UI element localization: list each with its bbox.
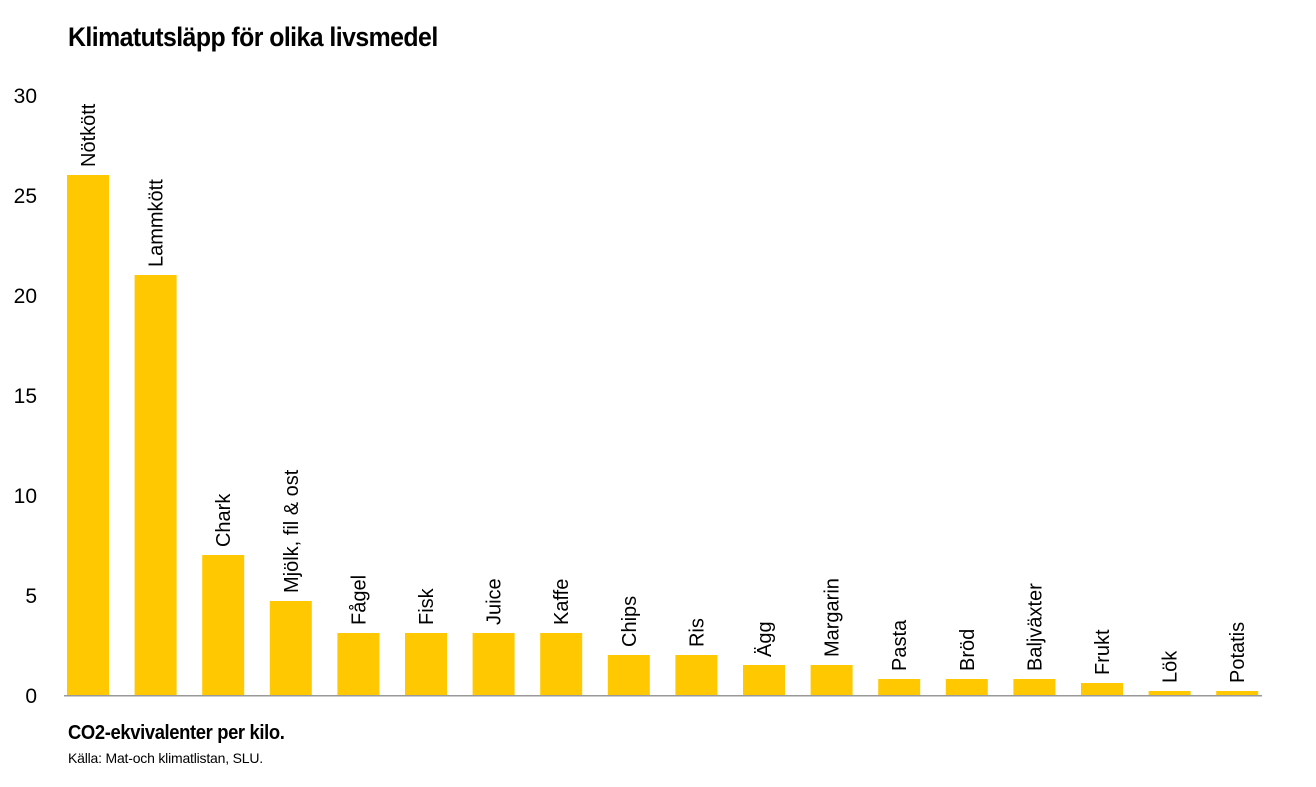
- bar: [337, 633, 380, 695]
- bar: [1013, 679, 1056, 695]
- y-tick-label: 20: [14, 285, 37, 308]
- y-tick-label: 25: [14, 185, 37, 208]
- bar: [269, 601, 312, 695]
- bar: [405, 633, 447, 695]
- bar: [1216, 691, 1259, 695]
- bar: [67, 175, 109, 695]
- category-label: Nötkött: [78, 103, 100, 167]
- chart-source: Källa: Mat-och klimatlistan, SLU.: [68, 750, 263, 766]
- bar: [540, 633, 583, 695]
- category-label: Bröd: [957, 629, 979, 671]
- bar: [202, 555, 245, 695]
- category-label: Juice: [484, 578, 506, 625]
- bar: [743, 665, 785, 695]
- category-label: Chark: [213, 493, 235, 547]
- bars: [67, 175, 1259, 695]
- bar: [810, 665, 853, 695]
- bar: [878, 679, 921, 695]
- bar: [134, 275, 177, 695]
- category-label: Ägg: [754, 621, 776, 657]
- bar: [1081, 683, 1123, 695]
- category-label: Fisk: [416, 587, 438, 625]
- bar: [1148, 691, 1191, 695]
- category-label: Pasta: [889, 619, 911, 671]
- category-label: Margarin: [822, 578, 844, 657]
- y-tick-label: 10: [14, 485, 37, 508]
- chart-title: Klimatutsläpp för olika livsmedel: [68, 22, 438, 52]
- y-tick-label: 5: [25, 585, 37, 608]
- y-tick-label: 0: [25, 685, 37, 708]
- y-tick-label: 30: [14, 85, 37, 108]
- category-label: Chips: [619, 596, 641, 647]
- category-label: Fågel: [348, 575, 370, 625]
- chart-footnote: CO2-ekvivalenter per kilo.: [68, 722, 285, 744]
- category-label: Ris: [686, 618, 708, 647]
- category-label: Mjölk, fil & ost: [281, 469, 303, 593]
- category-label: Frukt: [1092, 629, 1114, 675]
- y-tick-label: 15: [14, 385, 37, 408]
- category-label: Potatis: [1227, 622, 1249, 683]
- bar: [472, 633, 515, 695]
- category-labels: Nötkött Lammkött Chark Mjölk, fil & ost Fåge…: [78, 103, 1249, 683]
- category-label: Baljväxter: [1024, 583, 1046, 671]
- bar: [945, 679, 988, 695]
- y-axis-ticks: 0 5 10 15 20 25 30: [14, 85, 37, 708]
- bar: [675, 655, 718, 695]
- bar: [607, 655, 650, 695]
- category-label: Kaffe: [551, 579, 573, 625]
- category-label: Lök: [1160, 650, 1182, 683]
- category-label: Lammkött: [146, 179, 168, 267]
